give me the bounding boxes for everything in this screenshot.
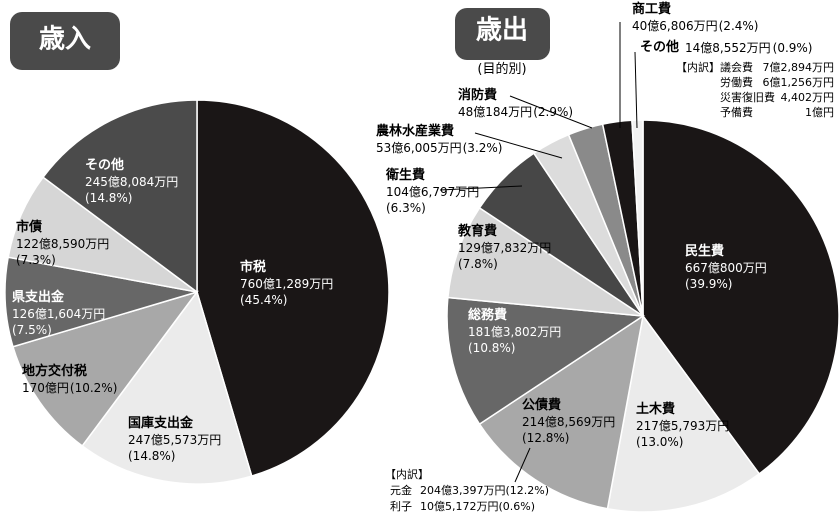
value-label: (10.2%) <box>70 381 117 395</box>
slice-label: 県支出金 <box>12 289 65 305</box>
value-label: (7.8%) <box>458 257 498 271</box>
title-badge <box>10 12 120 70</box>
slice-amount: 53億6,005万円 <box>376 141 462 155</box>
breakdown-header: 【内訳】 <box>385 467 429 481</box>
value-label: (7.5%) <box>12 323 52 337</box>
value-label: (14.8%) <box>128 449 175 463</box>
slice-label: 総務費 <box>468 307 507 323</box>
pie-slice <box>447 206 644 317</box>
value-label: (2.4%) <box>719 19 759 33</box>
value-label: (12.8%) <box>522 431 569 445</box>
slice-label: 商工費 <box>632 1 671 17</box>
pie-slice <box>196 99 390 477</box>
slice-label: 市税 <box>240 259 266 275</box>
slice-amount: 129億7,832万円 <box>458 241 551 255</box>
slice-label: 消防費 <box>458 87 497 103</box>
value-label: (10.8%) <box>468 341 515 355</box>
pie-slice <box>631 119 644 317</box>
leader-line <box>509 95 593 129</box>
leader-line <box>474 132 563 159</box>
value-label: (3.2%) <box>463 141 503 155</box>
value-label: (13.0%) <box>636 435 683 449</box>
breakdown-amount: 10億5,172万円(0.6%) <box>420 500 535 513</box>
slice-amount: 181億3,802万円 <box>468 325 561 339</box>
chart-title: 歳入 <box>39 24 91 54</box>
value-label: (0.9%) <box>773 41 813 55</box>
pie-slice <box>478 314 645 510</box>
slice-amount: 122億8,590万円 <box>16 237 109 251</box>
pie-slice <box>12 290 199 447</box>
breakdown-label: 元金 <box>390 483 412 497</box>
chart-title: 歳出 <box>476 15 528 45</box>
slice-amount: 104億6,797万円 <box>386 185 479 199</box>
slice-label: 農林水産業費 <box>376 123 454 139</box>
slice-amount: 48億184万円 <box>458 105 532 119</box>
breakdown-amount: 7億2,894万円 <box>763 61 835 74</box>
breakdown-label: 災害復旧費 <box>720 90 775 104</box>
value-label: (7.3%) <box>16 253 56 267</box>
breakdown-label: 議会費 <box>720 60 753 74</box>
slice-label: 民生費 <box>685 243 724 259</box>
slice-amount: 760億1,289万円 <box>240 277 333 291</box>
value-label: (45.4%) <box>240 293 287 307</box>
slice-label: その他 <box>85 157 124 173</box>
breakdown-label: 利子 <box>390 500 412 513</box>
value-label: (6.3%) <box>386 201 426 215</box>
leader-line <box>634 51 638 129</box>
slice-label: 公債費 <box>522 397 561 413</box>
slice-label: 教育費 <box>457 223 497 239</box>
slice-label: その他 <box>640 39 679 55</box>
title-badge <box>455 8 550 60</box>
slice-amount: 667億800万円 <box>685 261 767 275</box>
slice-amount: 214億8,569万円 <box>522 415 615 429</box>
slice-label: 地方交付税 <box>22 363 87 379</box>
slice-amount: 126億1,604万円 <box>12 307 105 321</box>
pie-slice <box>642 119 840 475</box>
leader-line <box>439 185 523 191</box>
slice-amount: 170億円 <box>22 381 69 395</box>
slice-label: 土木費 <box>636 401 675 417</box>
pie-slice <box>606 314 761 513</box>
value-label: (14.8%) <box>85 191 132 205</box>
pie-slice <box>81 290 253 485</box>
chart-subtitle: (目的別) <box>477 61 526 77</box>
breakdown-header: 【内訳】 <box>676 60 720 74</box>
slice-label: 国庫支出金 <box>128 415 194 431</box>
slice-amount: 217億5,793万円 <box>636 419 729 433</box>
slice-label: 市債 <box>16 219 42 235</box>
pie-slice <box>446 296 646 426</box>
slice-amount: 245億8,084万円 <box>85 175 178 189</box>
breakdown-amount: 204億3,397万円(12.2%) <box>420 484 549 497</box>
leader-line <box>514 447 531 483</box>
slice-label: 衛生費 <box>385 167 425 183</box>
slice-amount: 14億8,552万円 <box>685 41 771 55</box>
slice-amount: 247億5,573万円 <box>128 433 221 447</box>
breakdown-amount: 4,402万円 <box>781 91 835 104</box>
breakdown-label: 労働費 <box>720 75 753 89</box>
value-label: (39.9%) <box>685 277 732 291</box>
pie-slice <box>42 99 198 294</box>
breakdown-amount: 6億1,256万円 <box>763 76 835 89</box>
breakdown-amount: 1億円 <box>805 106 834 119</box>
value-label: (2.9%) <box>533 105 573 119</box>
breakdown-label: 予備費 <box>720 105 753 119</box>
slice-amount: 40億6,806万円 <box>632 19 718 33</box>
